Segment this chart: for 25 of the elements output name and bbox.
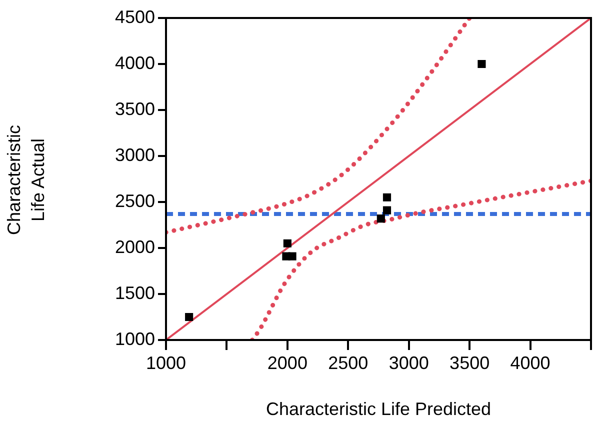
y-tick-label: 1000 [114, 328, 155, 349]
x-tick-label: 1000 [146, 352, 186, 373]
y-tick-label: 4000 [114, 52, 155, 73]
y-tick-label: 4500 [114, 6, 155, 27]
point [382, 193, 392, 202]
point [478, 60, 486, 68]
y-tick-label: 3000 [114, 144, 155, 165]
y-axis-title: Characteristic Life Actual [3, 124, 49, 238]
y-tick-label: 3500 [114, 98, 155, 119]
point [382, 206, 392, 214]
point [288, 252, 296, 260]
x-tick-label: 4000 [510, 352, 550, 373]
y-tick-label: 2000 [114, 236, 155, 257]
x-tick-label: 2500 [328, 352, 368, 373]
x-tick-label: 3000 [388, 352, 429, 373]
x-tick-label: 3500 [450, 352, 490, 373]
x-axis-title: Characteristic Life Predicted [266, 399, 492, 420]
point [376, 214, 385, 223]
y-tick-label: 2500 [114, 190, 155, 211]
point [185, 312, 194, 322]
y-tick-label: 1500 [114, 282, 155, 303]
x-tick-label: 2000 [267, 352, 308, 373]
line-series [250, 178, 591, 340]
point [283, 239, 292, 248]
line-series [166, 18, 472, 235]
